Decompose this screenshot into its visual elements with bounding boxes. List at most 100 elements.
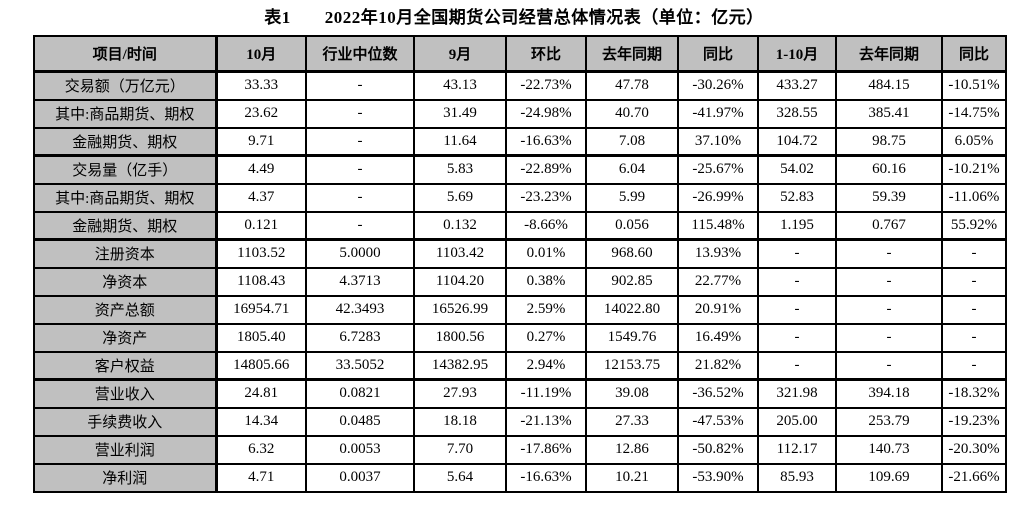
row-cell: 0.121: [215, 210, 307, 241]
row-cell: 1549.76: [585, 322, 679, 353]
row-cell: -14.75%: [941, 98, 1007, 129]
row-cell: 0.0821: [305, 378, 415, 409]
row-cell: -24.98%: [505, 98, 587, 129]
table-row: 客户权益 14805.66 33.5052 14382.95 2.94% 121…: [33, 350, 1007, 381]
row-cell: 22.77%: [677, 266, 759, 297]
header-cell-last-year-period: 去年同期: [835, 35, 943, 73]
row-cell: 16.49%: [677, 322, 759, 353]
row-cell: 321.98: [757, 378, 837, 409]
row-cell: -8.66%: [505, 210, 587, 241]
row-cell: 14382.95: [413, 350, 507, 381]
table-row: 其中:商品期货、期权 23.62 - 31.49 -24.98% 40.70 -…: [33, 98, 1007, 129]
row-cell: -: [305, 182, 415, 213]
table-row: 净资产 1805.40 6.7283 1800.56 0.27% 1549.76…: [33, 322, 1007, 353]
table-row: 净资本 1108.43 4.3713 1104.20 0.38% 902.85 …: [33, 266, 1007, 297]
row-cell: 5.99: [585, 182, 679, 213]
row-cell: -17.86%: [505, 434, 587, 465]
row-cell: -: [941, 322, 1007, 353]
row-cell: 33.5052: [305, 350, 415, 381]
table-row: 金融期货、期权 9.71 - 11.64 -16.63% 7.08 37.10%…: [33, 126, 1007, 157]
row-cell: 60.16: [835, 154, 943, 185]
row-cell: 98.75: [835, 126, 943, 157]
header-cell-september: 9月: [413, 35, 507, 73]
row-cell: 1800.56: [413, 322, 507, 353]
row-cell: 4.71: [215, 462, 307, 493]
row-cell: -: [941, 266, 1007, 297]
row-cell: 20.91%: [677, 294, 759, 325]
row-cell: -21.66%: [941, 462, 1007, 493]
row-cell: 5.69: [413, 182, 507, 213]
row-label: 净资本: [33, 266, 218, 297]
row-cell: -18.32%: [941, 378, 1007, 409]
row-cell: -20.30%: [941, 434, 1007, 465]
row-cell: 0.27%: [505, 322, 587, 353]
row-cell: 6.05%: [941, 126, 1007, 157]
row-cell: 39.08: [585, 378, 679, 409]
row-cell: 328.55: [757, 98, 837, 129]
row-cell: 394.18: [835, 378, 943, 409]
row-label: 交易额（万亿元）: [33, 70, 218, 101]
row-cell: 54.02: [757, 154, 837, 185]
row-cell: 5.0000: [305, 238, 415, 269]
row-cell: 18.18: [413, 406, 507, 437]
row-cell: 16954.71: [215, 294, 307, 325]
table-row: 金融期货、期权 0.121 - 0.132 -8.66% 0.056 115.4…: [33, 210, 1007, 241]
table-row: 注册资本 1103.52 5.0000 1103.42 0.01% 968.60…: [33, 238, 1007, 269]
row-label: 交易量（亿手）: [33, 154, 218, 185]
header-cell-item-time: 项目/时间: [33, 35, 218, 73]
row-cell: 0.132: [413, 210, 507, 241]
header-cell-jan-oct: 1-10月: [757, 35, 837, 73]
row-cell: -50.82%: [677, 434, 759, 465]
row-cell: 253.79: [835, 406, 943, 437]
row-label: 资产总额: [33, 294, 218, 325]
header-cell-mom: 环比: [505, 35, 587, 73]
row-cell: 43.13: [413, 70, 507, 101]
row-cell: -: [757, 322, 837, 353]
header-cell-yoy-month: 同比: [677, 35, 759, 73]
row-cell: 5.64: [413, 462, 507, 493]
row-cell: 0.0037: [305, 462, 415, 493]
row-cell: -22.73%: [505, 70, 587, 101]
title-text: 2022年10月全国期货公司经营总体情况表（单位：亿元）: [324, 8, 764, 27]
row-label: 其中:商品期货、期权: [33, 182, 218, 213]
row-cell: 1.195: [757, 210, 837, 241]
row-cell: 33.33: [215, 70, 307, 101]
row-cell: -21.13%: [505, 406, 587, 437]
row-cell: 27.33: [585, 406, 679, 437]
row-cell: 12.86: [585, 434, 679, 465]
row-cell: 11.64: [413, 126, 507, 157]
row-cell: 6.7283: [305, 322, 415, 353]
row-cell: -: [305, 70, 415, 101]
row-cell: 23.62: [215, 98, 307, 129]
row-cell: 112.17: [757, 434, 837, 465]
row-cell: 21.82%: [677, 350, 759, 381]
row-label: 金融期货、期权: [33, 126, 218, 157]
row-cell: 1103.52: [215, 238, 307, 269]
header-row: 项目/时间 10月 行业中位数 9月 环比 去年同期 同比 1-10月 去年同期…: [33, 35, 1007, 73]
table-row: 手续费收入 14.34 0.0485 18.18 -21.13% 27.33 -…: [33, 406, 1007, 437]
row-cell: -: [835, 238, 943, 269]
table-row: 营业利润 6.32 0.0053 7.70 -17.86% 12.86 -50.…: [33, 434, 1007, 465]
row-cell: 9.71: [215, 126, 307, 157]
row-cell: 85.93: [757, 462, 837, 493]
row-label: 净利润: [33, 462, 218, 493]
row-cell: -: [941, 350, 1007, 381]
row-cell: 0.01%: [505, 238, 587, 269]
row-cell: 2.59%: [505, 294, 587, 325]
row-cell: 7.70: [413, 434, 507, 465]
row-cell: 47.78: [585, 70, 679, 101]
row-cell: -23.23%: [505, 182, 587, 213]
row-cell: -36.52%: [677, 378, 759, 409]
table-row: 其中:商品期货、期权 4.37 - 5.69 -23.23% 5.99 -26.…: [33, 182, 1007, 213]
row-label: 净资产: [33, 322, 218, 353]
row-cell: -10.21%: [941, 154, 1007, 185]
row-cell: 37.10%: [677, 126, 759, 157]
row-cell: -19.23%: [941, 406, 1007, 437]
row-label: 客户权益: [33, 350, 218, 381]
row-cell: -10.51%: [941, 70, 1007, 101]
row-label: 营业利润: [33, 434, 218, 465]
row-cell: 104.72: [757, 126, 837, 157]
table-row: 交易量（亿手） 4.49 - 5.83 -22.89% 6.04 -25.67%…: [33, 154, 1007, 185]
row-cell: 6.04: [585, 154, 679, 185]
row-cell: 40.70: [585, 98, 679, 129]
